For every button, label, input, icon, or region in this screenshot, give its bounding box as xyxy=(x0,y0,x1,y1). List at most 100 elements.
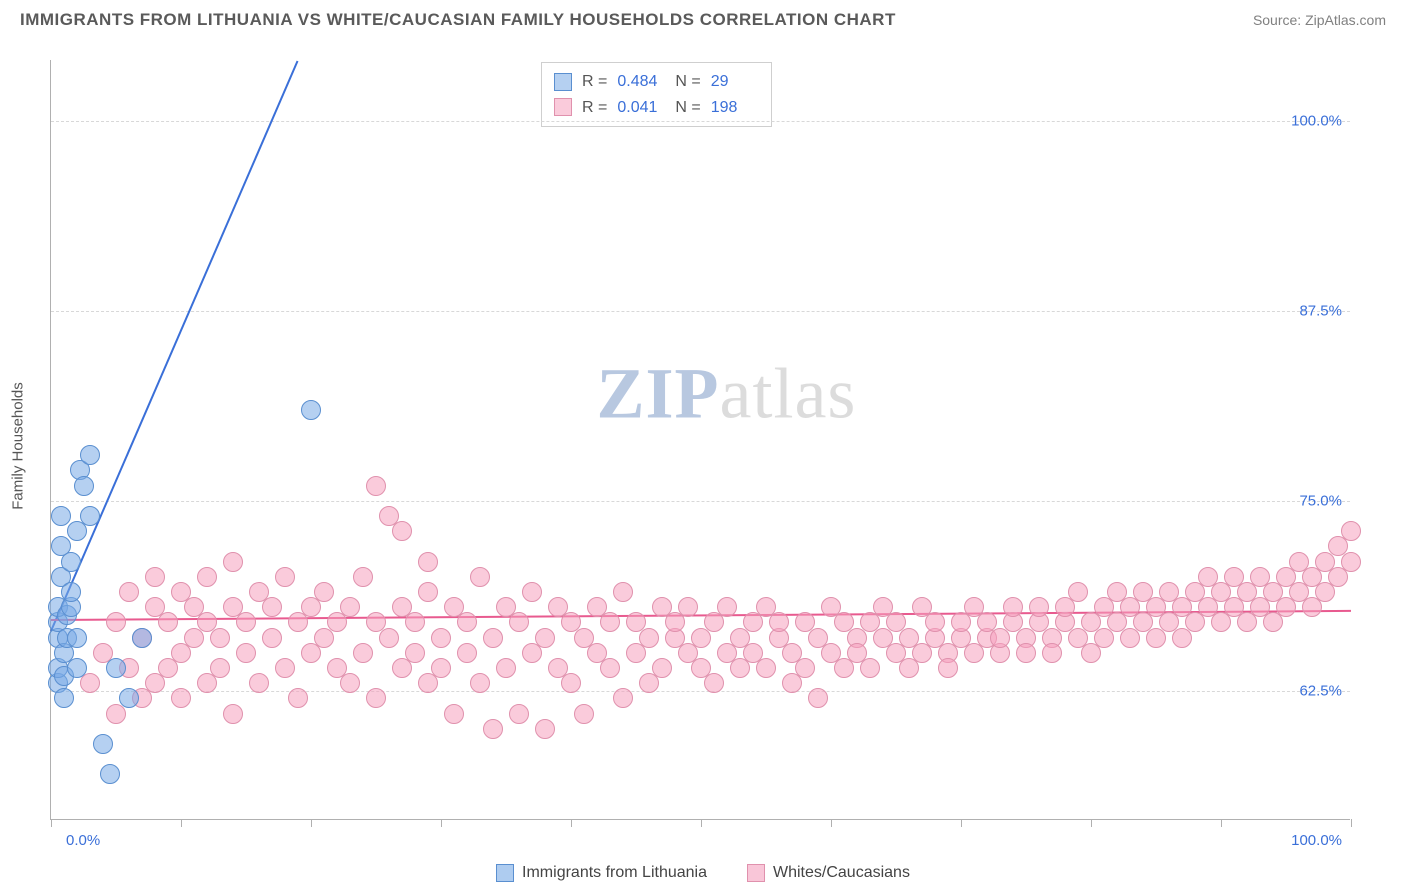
source-attribution: Source: ZipAtlas.com xyxy=(1253,12,1386,28)
data-point xyxy=(106,612,126,632)
data-point xyxy=(769,612,789,632)
data-point xyxy=(61,552,81,572)
data-point xyxy=(509,612,529,632)
legend-label-2: Whites/Caucasians xyxy=(773,864,910,882)
data-point xyxy=(535,719,555,739)
data-point xyxy=(470,673,490,693)
data-point xyxy=(1341,552,1361,572)
gridline-h xyxy=(51,501,1350,502)
y-axis-title: Family Households xyxy=(10,382,27,510)
x-tick xyxy=(1221,819,1222,827)
n-label: N = xyxy=(675,95,700,121)
data-point xyxy=(210,658,230,678)
data-point xyxy=(808,688,828,708)
stats-row-series2: R = 0.041 N = 198 xyxy=(554,95,759,121)
data-point xyxy=(80,445,100,465)
data-point xyxy=(132,628,152,648)
n-value-1: 29 xyxy=(711,69,759,95)
data-point xyxy=(717,597,737,617)
data-point xyxy=(418,582,438,602)
data-point xyxy=(535,628,555,648)
data-point xyxy=(197,567,217,587)
x-tick xyxy=(311,819,312,827)
legend-item-2: Whites/Caucasians xyxy=(747,864,910,882)
watermark: ZIPatlas xyxy=(596,352,856,435)
data-point xyxy=(353,643,373,663)
data-point xyxy=(74,476,94,496)
data-point xyxy=(392,521,412,541)
gridline-h xyxy=(51,311,1350,312)
data-point xyxy=(171,688,191,708)
swatch-series1 xyxy=(554,73,572,91)
data-point xyxy=(925,612,945,632)
x-tick xyxy=(441,819,442,827)
data-point xyxy=(1341,521,1361,541)
data-point xyxy=(67,658,87,678)
data-point xyxy=(223,704,243,724)
x-tick xyxy=(1091,819,1092,827)
data-point xyxy=(340,673,360,693)
swatch-series2 xyxy=(554,98,572,116)
chart-title: IMMIGRANTS FROM LITHUANIA VS WHITE/CAUCA… xyxy=(20,10,896,30)
x-tick xyxy=(571,819,572,827)
data-point xyxy=(67,628,87,648)
x-tick xyxy=(51,819,52,827)
data-point xyxy=(704,673,724,693)
data-point xyxy=(1042,643,1062,663)
data-point xyxy=(262,628,282,648)
data-point xyxy=(652,658,672,678)
data-point xyxy=(496,658,516,678)
data-point xyxy=(288,688,308,708)
data-point xyxy=(340,597,360,617)
legend-swatch-2 xyxy=(747,864,765,882)
data-point xyxy=(223,552,243,572)
data-point xyxy=(457,612,477,632)
data-point xyxy=(613,688,633,708)
correlation-stats-box: R = 0.484 N = 29 R = 0.041 N = 198 xyxy=(541,62,772,127)
data-point xyxy=(522,582,542,602)
data-point xyxy=(509,704,529,724)
data-point xyxy=(158,612,178,632)
y-tick-label: 62.5% xyxy=(1299,682,1342,699)
data-point xyxy=(639,628,659,648)
data-point xyxy=(301,400,321,420)
data-point xyxy=(210,628,230,648)
data-point xyxy=(119,688,139,708)
data-point xyxy=(405,612,425,632)
data-point xyxy=(405,643,425,663)
x-tick xyxy=(961,819,962,827)
data-point xyxy=(561,673,581,693)
data-point xyxy=(100,764,120,784)
data-point xyxy=(678,597,698,617)
y-tick-label: 100.0% xyxy=(1291,112,1342,129)
x-axis-min-label: 0.0% xyxy=(66,832,100,849)
data-point xyxy=(236,612,256,632)
data-point xyxy=(444,704,464,724)
data-point xyxy=(938,658,958,678)
data-point xyxy=(249,673,269,693)
data-point xyxy=(314,582,334,602)
data-point xyxy=(275,567,295,587)
trendline xyxy=(50,61,298,632)
scatter-chart: ZIPatlas R = 0.484 N = 29 R = 0.041 N = … xyxy=(50,60,1350,820)
data-point xyxy=(61,582,81,602)
r-label: R = xyxy=(582,95,607,121)
data-point xyxy=(470,567,490,587)
stats-row-series1: R = 0.484 N = 29 xyxy=(554,69,759,95)
data-point xyxy=(795,658,815,678)
data-point xyxy=(1029,597,1049,617)
data-point xyxy=(54,688,74,708)
data-point xyxy=(366,688,386,708)
data-point xyxy=(366,476,386,496)
data-point xyxy=(600,658,620,678)
data-point xyxy=(93,734,113,754)
header: IMMIGRANTS FROM LITHUANIA VS WHITE/CAUCA… xyxy=(0,0,1406,35)
data-point xyxy=(431,658,451,678)
data-point xyxy=(457,643,477,663)
x-tick xyxy=(701,819,702,827)
data-point xyxy=(483,719,503,739)
data-point xyxy=(483,628,503,648)
data-point xyxy=(51,506,71,526)
n-value-2: 198 xyxy=(711,95,759,121)
data-point xyxy=(275,658,295,678)
